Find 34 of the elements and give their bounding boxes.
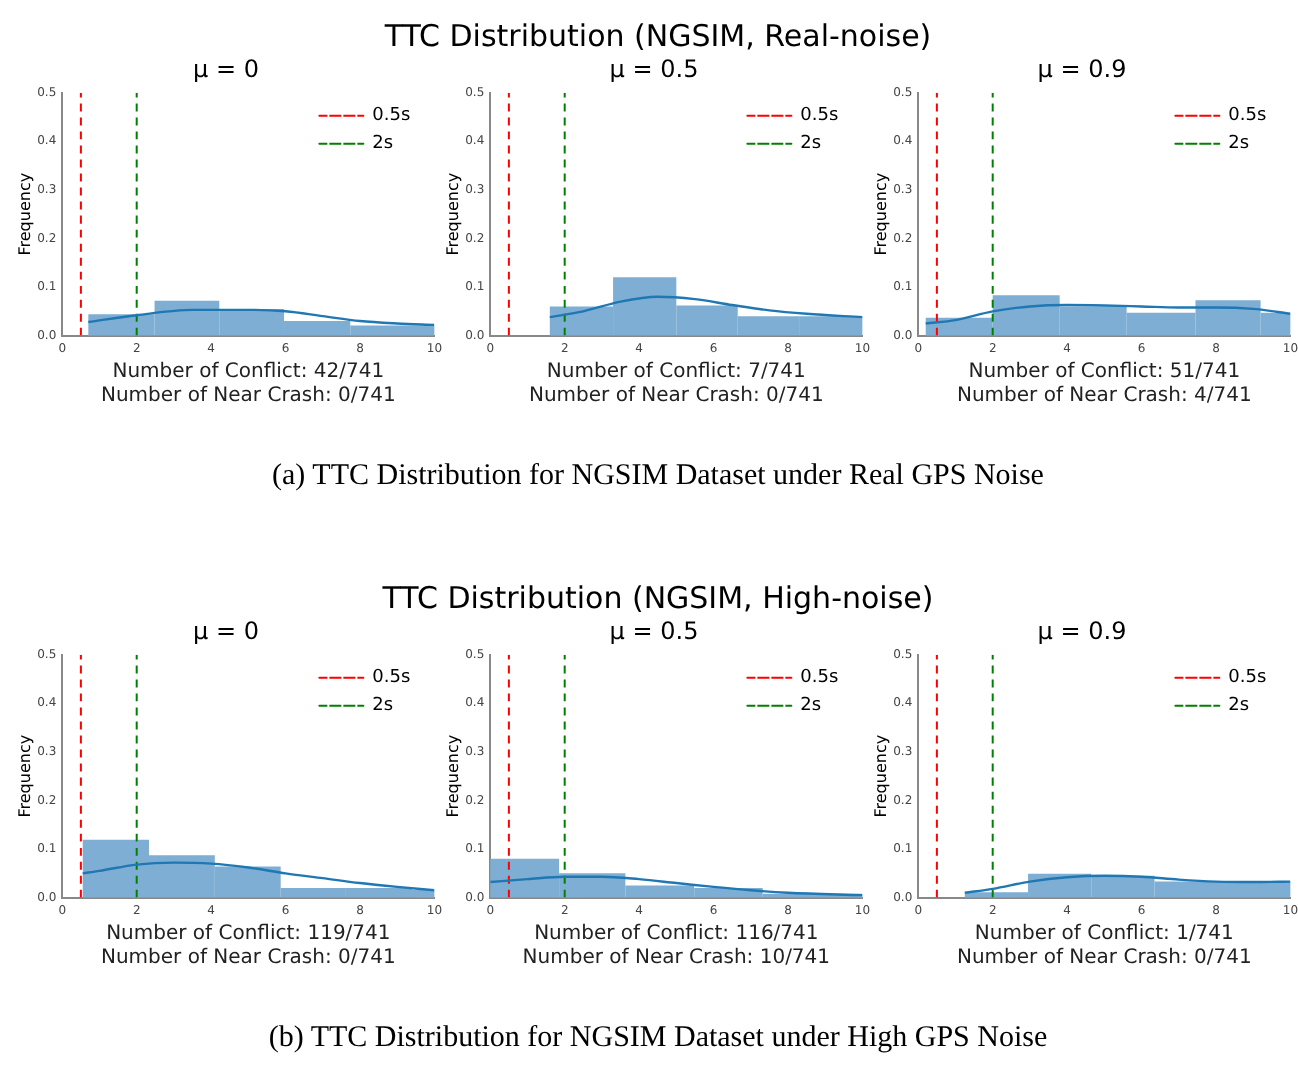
text: TTC Distribution (NGSIM, High-noise) (380, 578, 936, 618)
legend-label: 2s (800, 134, 822, 155)
chart-title: μ = 0.5 (609, 54, 699, 83)
x-axis-title: Number of Conflict: 1/741 Number of Near Crash: 0/741 (956, 923, 1252, 970)
text: (a) TTC Distribution for NGSIM Dataset under Real GPS Noise (270, 460, 1046, 494)
y-axis-title: Frequency (443, 172, 462, 256)
legend-label: 0.5s (372, 668, 411, 689)
legend-label: 2s (800, 696, 822, 717)
legend-label: 2s (1228, 134, 1250, 155)
x-axis-title: Number of Conflict: 119/741 Number of Near Crash: 0/741 (100, 923, 396, 970)
y-axis-title: Frequency (871, 172, 890, 256)
legend-label: 0.5s (1228, 106, 1267, 127)
chart-title: μ = 0 (193, 616, 259, 645)
text: TTC Distribution (NGSIM, Real-noise) (382, 16, 934, 56)
x-axis-title: Number of Conflict: 116/741 Number of Near Crash: 10/741 (522, 923, 831, 970)
x-axis-title: Number of Conflict: 51/741 Number of Near Crash: 4/741 (956, 361, 1252, 408)
chart-title: μ = 0.5 (609, 616, 699, 645)
text: (b) TTC Distribution for NGSIM Dataset under High GPS Noise (266, 1022, 1050, 1056)
y-axis-title: Frequency (15, 734, 34, 818)
x-axis-title: Number of Conflict: 7/741 Number of Near Crash: 0/741 (528, 361, 824, 408)
legend-label: 0.5s (1228, 668, 1267, 689)
legend-label: 0.5s (800, 668, 839, 689)
y-axis-title: Frequency (15, 172, 34, 256)
legend-label: 2s (372, 696, 394, 717)
y-axis-title: Frequency (443, 734, 462, 818)
chart-title: μ = 0 (193, 54, 259, 83)
legend-label: 0.5s (800, 106, 839, 127)
legend-label: 2s (372, 134, 394, 155)
legend-label: 0.5s (372, 106, 411, 127)
chart-title: μ = 0.9 (1037, 616, 1127, 645)
x-axis-title: Number of Conflict: 42/741 Number of Near Crash: 0/741 (100, 361, 396, 408)
y-axis-title: Frequency (871, 734, 890, 818)
chart-title: μ = 0.9 (1037, 54, 1127, 83)
legend-label: 2s (1228, 696, 1250, 717)
